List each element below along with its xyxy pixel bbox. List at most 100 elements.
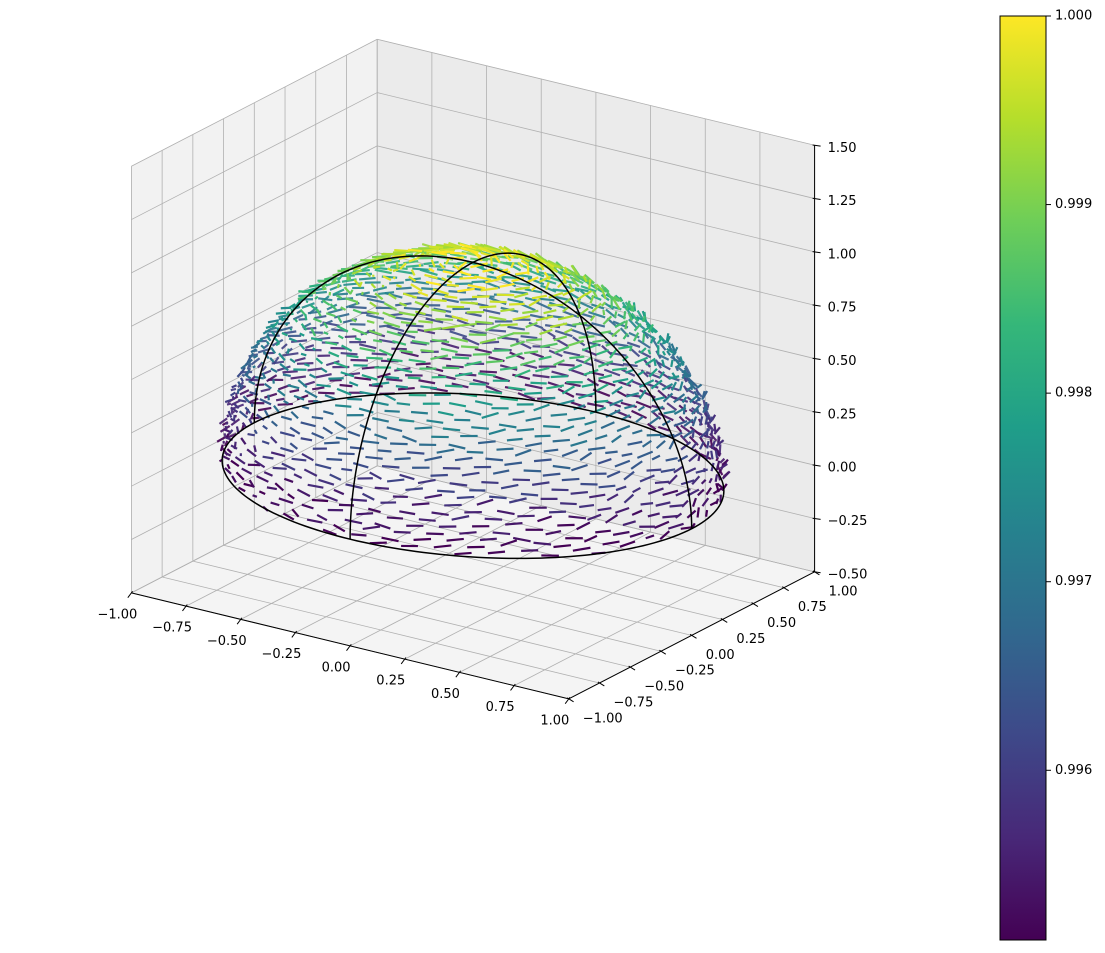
x-axis-tick (510, 683, 516, 691)
quiver-arrow (344, 518, 363, 525)
quiver-arrow (419, 268, 438, 276)
quiver-arrow (678, 415, 686, 423)
quiver-arrow (679, 356, 685, 367)
quiver-arrow (496, 447, 514, 451)
quiver-arrow (641, 315, 647, 323)
quiver-arrow (475, 320, 493, 325)
quiver-arrow (275, 311, 287, 315)
quiver-arrow (639, 347, 647, 354)
z-axis-tick (812, 571, 821, 574)
quiver-arrow (630, 312, 640, 323)
quiver-arrow (647, 422, 657, 431)
quiver-arrow (300, 437, 313, 442)
quiver-arrow (594, 399, 609, 404)
quiver-arrow (267, 334, 280, 337)
z-axis-tick-label: 1.50 (828, 141, 857, 156)
quiver-arrow (231, 384, 238, 389)
quiver-arrow (307, 367, 323, 372)
quiver-arrow (341, 278, 357, 283)
quiver-arrow (691, 404, 701, 415)
quiver-arrow (309, 283, 322, 288)
quiver-arrow (459, 276, 478, 280)
quiver-arrow (278, 314, 289, 319)
quiver-arrow (304, 314, 308, 321)
quiver-arrow (656, 336, 664, 345)
quiver-arrow (679, 434, 690, 445)
quiver-arrow (591, 302, 602, 313)
quiver-arrow (528, 321, 544, 330)
quiver-arrow (369, 471, 382, 480)
quiver-arrow (240, 437, 247, 445)
quiver-arrow (448, 290, 467, 294)
quiver-arrow (600, 421, 615, 430)
quiver-arrow (499, 282, 515, 288)
grid-line (131, 412, 378, 540)
quiver-arrow (269, 326, 278, 331)
quiver-arrow (666, 402, 678, 412)
quiver-arrow (706, 403, 710, 409)
quiver-arrow (630, 460, 643, 470)
quiver-arrow (277, 402, 293, 406)
quiver-arrow (387, 292, 397, 300)
quiver-arrow (583, 534, 598, 543)
quiver-arrow (432, 288, 449, 296)
quiver-arrow (430, 354, 449, 361)
quiver-arrow (561, 273, 570, 280)
quiver-arrow (471, 295, 490, 299)
quiver-arrow (655, 501, 671, 507)
quiver-arrow (289, 426, 301, 435)
quiver-arrow (572, 321, 588, 326)
quiver-arrow (527, 269, 545, 278)
quiver-arrow (414, 300, 430, 308)
quiver-arrow (501, 275, 519, 280)
quiver-arrow (528, 298, 541, 307)
quiver-arrow (239, 389, 250, 396)
quiver-arrow (454, 456, 473, 462)
z-axis-tick-label: 1.00 (828, 247, 857, 262)
quiver-arrow (631, 429, 643, 435)
quiver-arrow (236, 388, 240, 395)
quiver-arrow (270, 451, 286, 458)
quiver-arrow (713, 423, 717, 433)
quiver-arrow (625, 378, 634, 386)
quiver-arrow (684, 387, 695, 395)
z-axis-tick-label: 0.25 (828, 407, 857, 422)
quiver-arrow (228, 429, 234, 435)
quiver-arrow (550, 322, 568, 329)
quiver-arrow (288, 303, 296, 310)
quiver-arrow (585, 324, 594, 331)
quiver-arrow (238, 398, 247, 403)
quiver-arrow (282, 370, 298, 374)
quiver-arrow (296, 309, 302, 315)
quiver-arrow (271, 338, 284, 347)
quiver-arrow (618, 345, 632, 350)
quiver-arrow (479, 370, 497, 374)
quiver-arrow (631, 509, 643, 516)
quiver-arrow (616, 424, 631, 433)
quiver-arrow (709, 500, 718, 507)
quiver-arrow (632, 486, 641, 494)
quiver-arrow (661, 383, 674, 391)
quiver-arrow (337, 273, 344, 282)
quiver-arrow (224, 467, 232, 475)
quiver-arrow (552, 438, 570, 443)
quiver-arrow (310, 327, 317, 337)
quiver-arrow (619, 540, 636, 548)
quiver-arrow (636, 450, 654, 459)
quiver-arrow (686, 385, 694, 392)
quiver-arrow (324, 394, 337, 401)
quiver-arrow (461, 471, 480, 477)
grid-line (131, 198, 378, 327)
z-axis-ticks: −0.50 −0.25 0.00 0.25 0.50 0.75 1.00 1.25 1.50 (812, 141, 867, 582)
quiver-arrow (395, 261, 399, 268)
quiver-arrow (439, 247, 456, 252)
quiver-arrow (520, 335, 538, 340)
quiver-arrow (437, 374, 456, 381)
quiver-arrow (296, 488, 311, 498)
quiver-arrow (481, 481, 499, 485)
quiver-arrow (329, 378, 342, 382)
quiver-arrow (392, 268, 399, 272)
quiver-arrow (288, 337, 298, 343)
quiver-arrow (625, 368, 634, 374)
quiver-arrow (418, 263, 422, 268)
